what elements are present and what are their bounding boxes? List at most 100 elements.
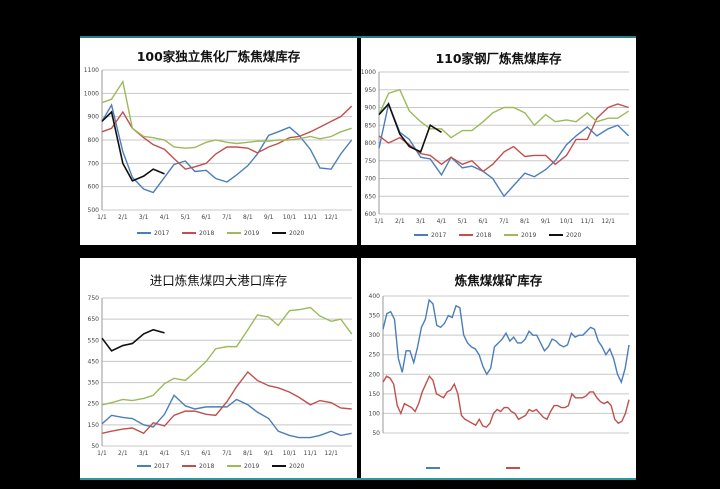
legend-label: 2020 (289, 463, 304, 470)
legend-label: 2020 (566, 232, 581, 239)
x-tick-label: 4/1 (160, 214, 170, 221)
y-tick-label: 750 (365, 158, 377, 165)
x-tick-label: 11/1 (581, 218, 595, 225)
x-tick-label: 10/1 (560, 218, 574, 225)
chart-svg: 600 650 700 750 800 850 900 950 1000 1/1 2/1 3/1 4/1… (361, 69, 630, 239)
y-tick-label: 1000 (84, 90, 99, 97)
y-tick-label: 350 (88, 380, 100, 387)
series-line-2018 (378, 103, 629, 173)
y-tick-label: 600 (365, 211, 377, 218)
y-tick-label: 1000 (361, 69, 376, 76)
y-tick-label: 800 (88, 137, 100, 144)
x-tick-label: 9/1 (264, 450, 274, 457)
series-line-2020 (378, 102, 442, 153)
x-tick-label: 10/1 (283, 214, 297, 221)
x-tick-label: 5/1 (181, 214, 191, 221)
y-tick-label: 100 (369, 410, 381, 417)
y-tick-label: 950 (365, 87, 377, 94)
y-tick-label: 300 (369, 332, 381, 339)
y-tick-label: 450 (88, 358, 100, 365)
x-tick-label: 9/1 (541, 218, 551, 225)
series-line-2020 (101, 328, 165, 352)
y-tick-label: 500 (88, 207, 100, 214)
y-tick-label: 650 (88, 316, 100, 323)
series-line-2017 (378, 101, 630, 198)
legend-label: 2019 (244, 463, 259, 470)
x-tick-label: 7/1 (222, 214, 232, 221)
series-line-2017 (101, 394, 352, 439)
x-tick-label: 3/1 (139, 214, 149, 221)
y-tick-label: 200 (369, 371, 381, 378)
x-tick-label: 2/1 (118, 450, 128, 457)
top-divider (80, 36, 636, 38)
series-line-2018 (101, 105, 353, 170)
legend-label: 2019 (521, 232, 536, 239)
x-tick-label: 7/1 (222, 450, 232, 457)
x-tick-label: 1/1 (97, 450, 107, 457)
chart-mines: 炼焦煤煤矿库存 50 100 150 200 250 300 350 400 (361, 258, 636, 478)
bottom-divider (80, 478, 636, 480)
x-tick-label: 3/1 (139, 450, 149, 457)
y-tick-label: 250 (88, 401, 100, 408)
x-tick-label: 5/1 (181, 450, 191, 457)
y-tick-label: 750 (88, 295, 100, 302)
x-tick-label: 12/1 (601, 218, 615, 225)
y-tick-label: 850 (365, 122, 377, 129)
legend-label: 2018 (476, 232, 491, 239)
legend-label: 2019 (244, 230, 259, 237)
y-tick-label: 150 (369, 391, 381, 398)
x-tick-label: 2/1 (118, 214, 128, 221)
y-tick-label: 800 (365, 140, 377, 147)
x-tick-label: 4/1 (160, 450, 170, 457)
series-line-2020 (101, 110, 165, 182)
x-tick-label: 3/1 (416, 218, 426, 225)
chart-ports: 进口炼焦煤四大港口库存 50 150 250 350 450 550 650 750 1/1 2/… (80, 258, 357, 478)
x-tick-label: 7/1 (499, 218, 509, 225)
chart-svg: 500 600 700 800 900 1000 1100 1/1 2/1 3/1 4/1 5/1 6/… (84, 67, 353, 237)
x-tick-label: 1/1 (97, 214, 107, 221)
series-line-series-1 (382, 374, 630, 428)
x-tick-label: 11/1 (304, 214, 318, 221)
x-tick-label: 8/1 (520, 218, 530, 225)
legend-label: 2017 (154, 230, 169, 237)
chart-title: 炼焦煤煤矿库存 (454, 273, 543, 288)
x-tick-label: 10/1 (283, 450, 297, 457)
x-tick-label: 8/1 (243, 450, 253, 457)
x-tick-label: 12/1 (324, 214, 338, 221)
y-tick-label: 50 (91, 443, 99, 450)
chart-title: 进口炼焦煤四大港口库存 (149, 273, 288, 288)
x-tick-label: 1/1 (374, 218, 384, 225)
legend-label: 2020 (289, 230, 304, 237)
y-tick-label: 150 (88, 422, 100, 429)
series-line-2019 (378, 88, 630, 139)
y-tick-label: 1100 (84, 67, 99, 74)
chart-title: 100家独立焦化厂炼焦煤库存 (136, 49, 301, 64)
series-line-series-0 (382, 298, 630, 385)
y-tick-label: 350 (369, 313, 381, 320)
chart-svg: 50 150 250 350 450 550 650 750 1/1 2/1 3/1 4/1 5/1 6/… (88, 295, 353, 470)
x-tick-label: 2/1 (395, 218, 405, 225)
x-tick-label: 4/1 (437, 218, 447, 225)
chart-title: 110家钢厂炼焦煤库存 (435, 51, 562, 66)
chart-steel-mills: 110家钢厂炼焦煤库存 600 650 700 750 800 850 900 950 1000… (361, 38, 636, 245)
chart-coking-plants: 100家独立焦化厂炼焦煤库存 500 600 700 800 900 1000 1100 1/… (80, 38, 357, 245)
x-tick-label: 9/1 (264, 214, 274, 221)
y-tick-label: 550 (88, 337, 100, 344)
legend-label: 2018 (199, 463, 214, 470)
legend-label: 2018 (199, 230, 214, 237)
x-tick-label: 8/1 (243, 214, 253, 221)
series-line-2017 (101, 103, 353, 194)
y-tick-label: 700 (365, 176, 377, 183)
x-tick-label: 6/1 (201, 450, 211, 457)
legend-label: 2017 (154, 463, 169, 470)
series-line-2019 (101, 306, 353, 406)
y-tick-label: 400 (369, 293, 381, 300)
legend-label: 2017 (431, 232, 446, 239)
x-tick-label: 6/1 (478, 218, 488, 225)
y-tick-label: 900 (365, 105, 377, 112)
x-tick-label: 5/1 (458, 218, 468, 225)
y-tick-label: 250 (369, 352, 381, 359)
y-tick-label: 700 (88, 160, 100, 167)
series-line-2018 (101, 370, 352, 435)
y-tick-label: 600 (88, 184, 100, 191)
